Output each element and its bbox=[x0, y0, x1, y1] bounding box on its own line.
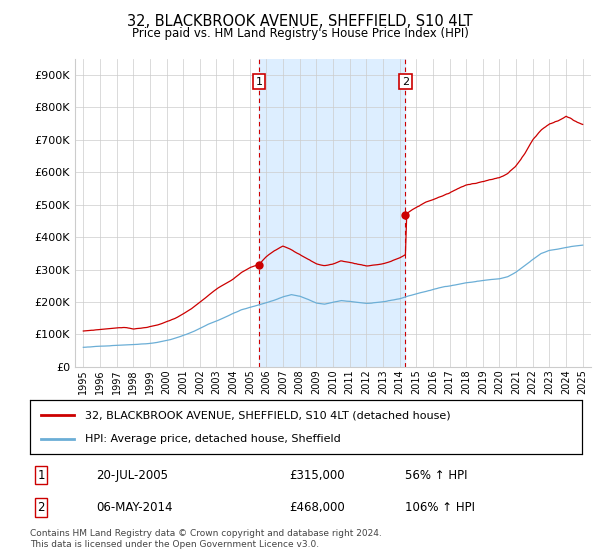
Text: 2: 2 bbox=[402, 77, 409, 87]
Text: 1: 1 bbox=[256, 77, 262, 87]
Text: 06-MAY-2014: 06-MAY-2014 bbox=[96, 501, 173, 514]
Text: Price paid vs. HM Land Registry's House Price Index (HPI): Price paid vs. HM Land Registry's House … bbox=[131, 27, 469, 40]
Text: 32, BLACKBROOK AVENUE, SHEFFIELD, S10 4LT: 32, BLACKBROOK AVENUE, SHEFFIELD, S10 4L… bbox=[127, 14, 473, 29]
Text: £468,000: £468,000 bbox=[289, 501, 345, 514]
Text: 106% ↑ HPI: 106% ↑ HPI bbox=[406, 501, 475, 514]
Text: 1: 1 bbox=[37, 469, 45, 482]
Text: HPI: Average price, detached house, Sheffield: HPI: Average price, detached house, Shef… bbox=[85, 433, 341, 444]
Text: Contains HM Land Registry data © Crown copyright and database right 2024.
This d: Contains HM Land Registry data © Crown c… bbox=[30, 529, 382, 549]
Bar bbox=[259, 59, 406, 367]
Text: 32, BLACKBROOK AVENUE, SHEFFIELD, S10 4LT (detached house): 32, BLACKBROOK AVENUE, SHEFFIELD, S10 4L… bbox=[85, 410, 451, 421]
Text: 20-JUL-2005: 20-JUL-2005 bbox=[96, 469, 168, 482]
Text: 56% ↑ HPI: 56% ↑ HPI bbox=[406, 469, 468, 482]
Text: £315,000: £315,000 bbox=[289, 469, 345, 482]
Text: 2: 2 bbox=[37, 501, 45, 514]
